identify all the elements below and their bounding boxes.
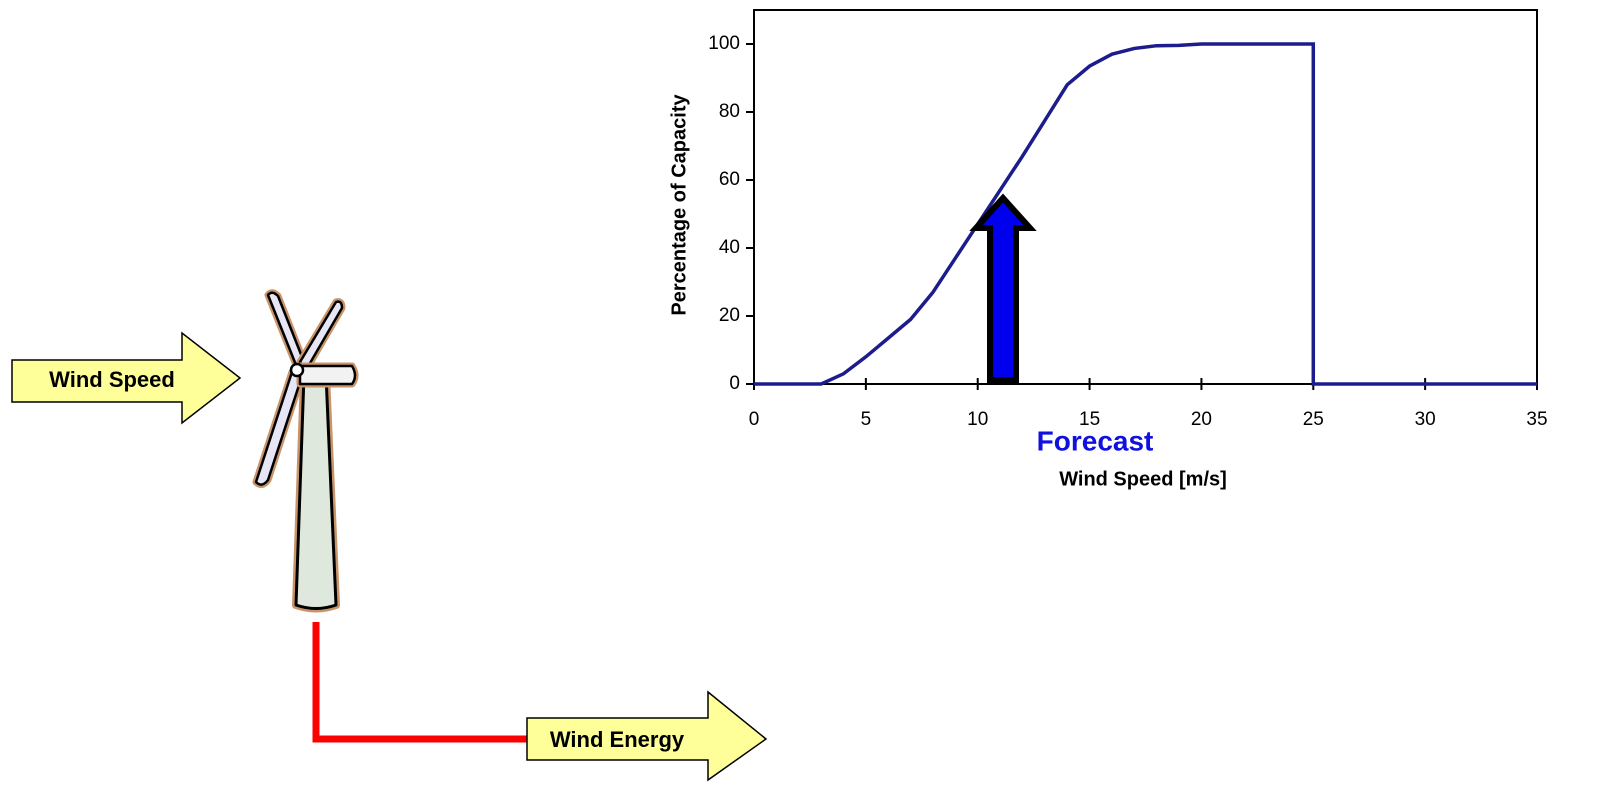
x-tick-label: 15 [1079, 409, 1100, 430]
y-tick-label: 0 [729, 373, 740, 394]
x-axis-title: Wind Speed [m/s] [1059, 468, 1227, 490]
y-tick-label: 60 [719, 169, 740, 190]
output-label: Wind Energy [550, 727, 685, 752]
forecast-arrow [969, 193, 1037, 383]
output-arrow [526, 690, 768, 782]
y-axis-title: Percentage of Capacity [668, 94, 690, 316]
y-tick-label: 40 [719, 237, 740, 258]
wind-turbine [252, 289, 359, 613]
x-tick-label: 25 [1303, 409, 1324, 430]
x-tick-label: 5 [861, 409, 872, 430]
y-tick-label: 80 [719, 101, 740, 122]
input-label: Wind Speed [49, 367, 175, 392]
x-tick-label: 35 [1526, 409, 1547, 430]
input-arrow [11, 331, 242, 425]
x-tick-label: 0 [749, 409, 760, 430]
x-tick-label: 10 [967, 409, 988, 430]
x-tick-label: 20 [1191, 409, 1212, 430]
plot-frame [753, 9, 1538, 385]
power-curve [754, 42, 1537, 386]
y-tick-label: 100 [708, 33, 740, 54]
x-tick-label: 30 [1415, 409, 1436, 430]
forecast-label: Forecast [1037, 425, 1154, 456]
y-tick-label: 20 [719, 305, 740, 326]
energy-line [312, 622, 527, 743]
